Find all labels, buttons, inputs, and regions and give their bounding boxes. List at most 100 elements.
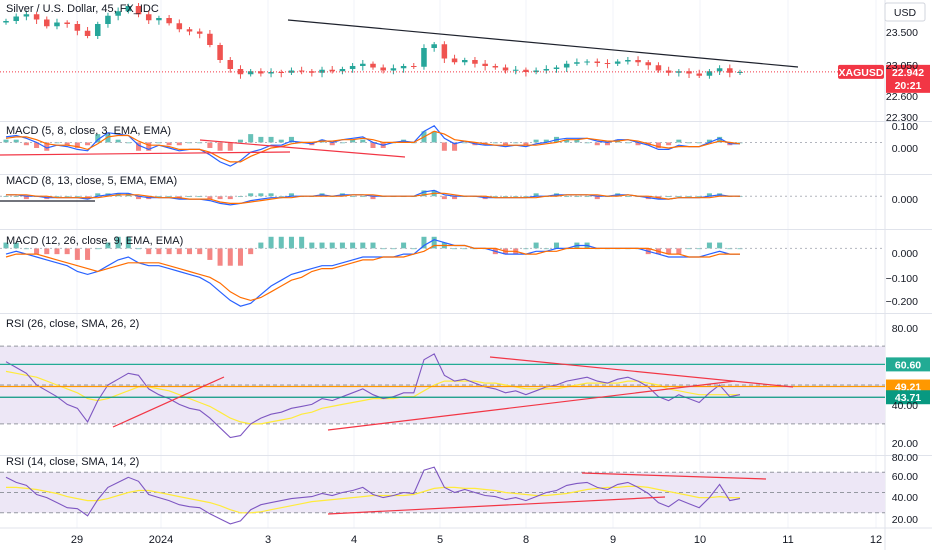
- macd-histogram-bar: [23, 196, 29, 200]
- macd-histogram-bar: [115, 236, 121, 249]
- candle-body: [655, 65, 662, 71]
- macd-histogram-bar: [125, 236, 131, 249]
- candle-body: [370, 63, 376, 68]
- rsi-level-badge-label: 60.60: [895, 359, 921, 371]
- macd-histogram-bar: [350, 139, 356, 143]
- rsi-level-badge-label: 43.71: [895, 392, 921, 404]
- pane-title-3: MACD (12, 26, close, 9, EMA, EMA): [6, 235, 183, 247]
- macd-histogram-bar: [268, 236, 274, 249]
- macd-histogram-bar: [278, 139, 284, 143]
- macd-histogram-bar: [370, 242, 376, 249]
- macd-histogram-bar: [401, 242, 407, 249]
- macd-histogram-bar: [74, 142, 80, 148]
- macd-histogram-bar: [503, 142, 509, 146]
- candle-body: [258, 71, 264, 74]
- macd-histogram-bar: [115, 139, 121, 143]
- currency-button[interactable]: [884, 2, 926, 22]
- macd-histogram-bar: [136, 248, 142, 250]
- macd-histogram-bar: [156, 196, 162, 198]
- macd-histogram-bar: [339, 242, 345, 249]
- candle-body: [268, 72, 274, 74]
- macd-histogram-bar: [176, 142, 182, 146]
- macd-histogram-bar: [452, 196, 458, 200]
- rsi-line: [5, 466, 741, 525]
- candle-body: [360, 63, 366, 66]
- macd-histogram-bar: [441, 142, 447, 151]
- candle-body: [196, 31, 203, 34]
- candle-body: [523, 69, 529, 72]
- macd-histogram-bar: [34, 142, 40, 148]
- pane-title-4: RSI (26, close, SMA, 26, 2): [6, 318, 139, 330]
- macd-histogram-bar: [186, 142, 193, 144]
- macd-histogram-bar: [584, 196, 590, 198]
- macd-histogram-bar: [625, 196, 631, 198]
- macd-histogram-bar: [125, 142, 131, 144]
- candle-body: [166, 18, 172, 24]
- axis-tick-label: 22.600: [886, 91, 918, 103]
- macd-histogram-bar: [329, 242, 335, 249]
- macd-histogram-bar: [85, 142, 91, 146]
- rsi-level-badge: [886, 357, 930, 372]
- candle-body: [594, 61, 601, 63]
- macd-histogram-bar: [105, 242, 111, 249]
- macd-histogram-bar: [666, 248, 672, 255]
- candle-body: [645, 62, 652, 66]
- last-price-label: 22.942: [892, 67, 924, 79]
- pane-titles: MACD (5, 8, close, 3, EMA, EMA) MACD (8, …: [6, 125, 183, 468]
- macd-histogram-bar: [258, 242, 264, 249]
- rsi-line: [5, 353, 741, 439]
- macd-histogram-bar: [625, 142, 631, 144]
- macd-histogram-bar: [696, 142, 702, 144]
- macd-histogram-bar: [676, 248, 682, 255]
- macd-histogram-bar: [431, 236, 437, 249]
- candle-body: [492, 66, 499, 68]
- axis-tick-label: 40.00: [892, 400, 918, 412]
- candle-body: [13, 16, 19, 21]
- rsi-ma-line: [5, 370, 740, 425]
- macd-histogram-bar: [227, 248, 233, 266]
- macd-histogram-bar: [717, 242, 723, 249]
- time-tick-8: 8: [523, 534, 529, 546]
- macd-histogram-bar: [186, 248, 193, 255]
- macd-histogram-bar: [421, 236, 427, 249]
- candle-body: [84, 30, 91, 36]
- rsi-trendline: [581, 472, 767, 480]
- time-tick-2024: 2024: [149, 534, 173, 546]
- macd-histogram-bar: [95, 248, 101, 250]
- macd-histogram-bar: [248, 248, 254, 255]
- candle-body: [64, 22, 70, 24]
- pane-title-1: MACD (5, 8, close, 3, EMA, EMA): [6, 125, 171, 137]
- macd-histogram-bar: [237, 139, 243, 143]
- candle-body: [665, 70, 672, 73]
- rsi-trendline: [489, 356, 794, 388]
- candle-body: [156, 18, 162, 21]
- candle-body: [502, 67, 509, 71]
- macd-histogram-bar: [217, 142, 223, 151]
- candle-body: [400, 66, 407, 69]
- axis-tick-label: 0.000: [892, 194, 918, 206]
- candle-body: [411, 66, 417, 67]
- macd-histogram-bar: [319, 242, 325, 249]
- candle-body: [339, 69, 346, 72]
- rsi-trendline: [112, 376, 225, 428]
- time-tick-9: 9: [610, 534, 616, 546]
- macd-histogram-bar: [696, 248, 702, 250]
- macd-trendline: [0, 151, 291, 156]
- candle-body: [176, 23, 183, 30]
- candle-body: [125, 6, 132, 12]
- macd-histogram-bar: [248, 134, 254, 143]
- macd-histogram-bar: [523, 142, 529, 146]
- macd-histogram-bar: [360, 139, 366, 143]
- macd-histogram-bar: [105, 134, 111, 143]
- macd-histogram-bar: [360, 196, 366, 198]
- macd-histogram-bar: [54, 248, 60, 255]
- macd-histogram-bar: [197, 248, 203, 255]
- candle-body: [135, 6, 142, 15]
- candle-body: [696, 73, 702, 76]
- macd-trendline: [199, 139, 406, 158]
- macd-histogram-bar: [64, 248, 70, 255]
- macd-histogram-bar: [533, 193, 539, 197]
- rsi-level-badge: [886, 379, 930, 394]
